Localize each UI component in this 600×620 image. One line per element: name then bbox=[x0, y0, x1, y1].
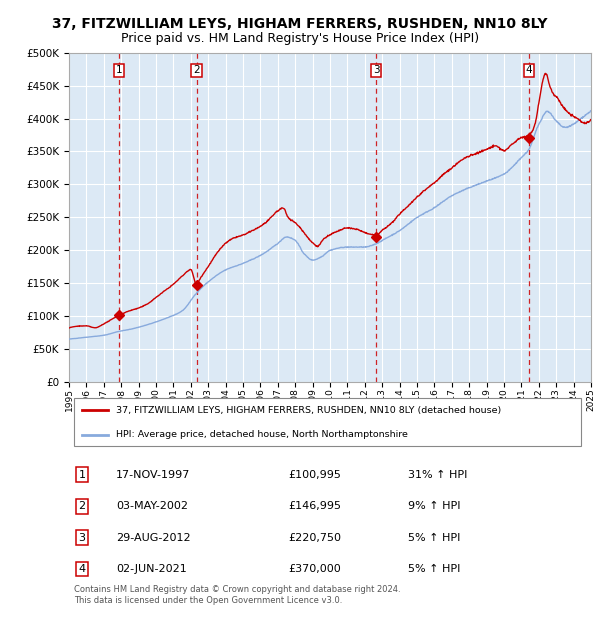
Text: 02-JUN-2021: 02-JUN-2021 bbox=[116, 564, 187, 574]
Text: HPI: Average price, detached house, North Northamptonshire: HPI: Average price, detached house, Nort… bbox=[116, 430, 408, 440]
Text: Contains HM Land Registry data © Crown copyright and database right 2024.
This d: Contains HM Land Registry data © Crown c… bbox=[74, 585, 401, 604]
Text: 3: 3 bbox=[373, 66, 380, 76]
Text: 31% ↑ HPI: 31% ↑ HPI bbox=[409, 470, 467, 480]
Text: 37, FITZWILLIAM LEYS, HIGHAM FERRERS, RUSHDEN, NN10 8LY (detached house): 37, FITZWILLIAM LEYS, HIGHAM FERRERS, RU… bbox=[116, 406, 501, 415]
Text: Price paid vs. HM Land Registry's House Price Index (HPI): Price paid vs. HM Land Registry's House … bbox=[121, 32, 479, 45]
Text: 03-MAY-2002: 03-MAY-2002 bbox=[116, 501, 188, 512]
FancyBboxPatch shape bbox=[74, 398, 581, 446]
Text: 3: 3 bbox=[79, 533, 86, 542]
Text: £370,000: £370,000 bbox=[288, 564, 341, 574]
Text: 5% ↑ HPI: 5% ↑ HPI bbox=[409, 564, 461, 574]
Text: 1: 1 bbox=[116, 66, 122, 76]
Text: 9% ↑ HPI: 9% ↑ HPI bbox=[409, 501, 461, 512]
Text: £146,995: £146,995 bbox=[288, 501, 341, 512]
Text: 4: 4 bbox=[79, 564, 86, 574]
Text: 17-NOV-1997: 17-NOV-1997 bbox=[116, 470, 190, 480]
Text: 37, FITZWILLIAM LEYS, HIGHAM FERRERS, RUSHDEN, NN10 8LY: 37, FITZWILLIAM LEYS, HIGHAM FERRERS, RU… bbox=[52, 17, 548, 32]
Text: £100,995: £100,995 bbox=[288, 470, 341, 480]
Text: 2: 2 bbox=[193, 66, 200, 76]
Text: 29-AUG-2012: 29-AUG-2012 bbox=[116, 533, 191, 542]
Text: 1: 1 bbox=[79, 470, 86, 480]
Text: £220,750: £220,750 bbox=[288, 533, 341, 542]
Text: 5% ↑ HPI: 5% ↑ HPI bbox=[409, 533, 461, 542]
Text: 2: 2 bbox=[79, 501, 86, 512]
Text: 4: 4 bbox=[526, 66, 532, 76]
